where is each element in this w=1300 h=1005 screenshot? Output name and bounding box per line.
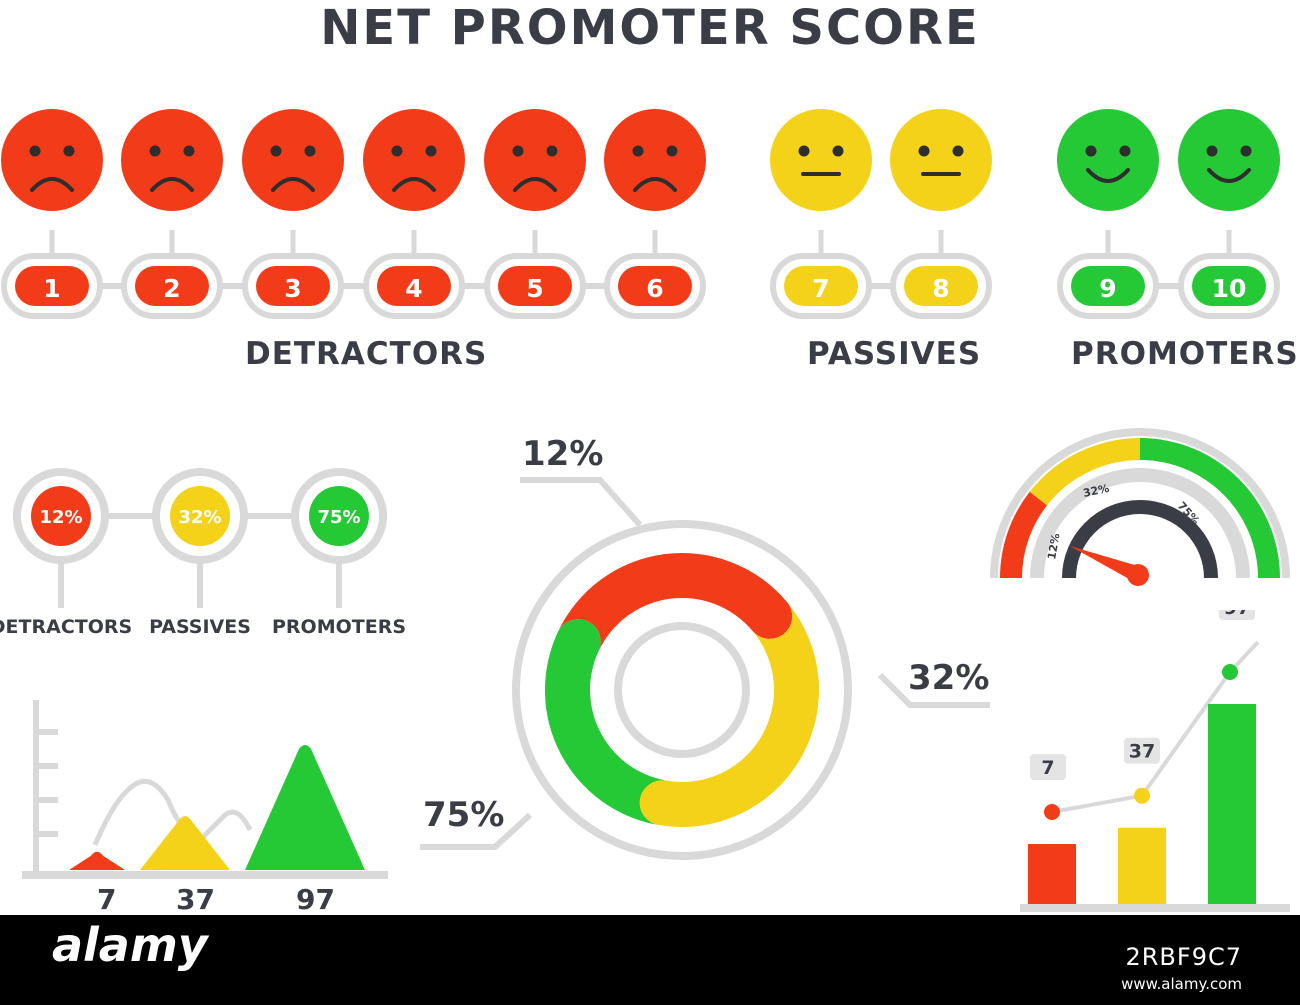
nps-scale: 1 2 3 4 5 6 7 8 9 10	[1, 109, 1280, 319]
score-5-label: 5	[526, 274, 543, 303]
mountain-peak-37	[140, 816, 230, 870]
promoters-label: PROMOTERS	[1071, 336, 1299, 372]
mountain-label-2: 37	[176, 883, 215, 916]
promoters-pct: 75%	[317, 507, 360, 528]
gauge-label-12: 12%	[1045, 532, 1062, 560]
donut-segment-detractors	[557, 553, 793, 652]
sad-face-icon	[1, 109, 103, 211]
bar-chart: 7 37 97	[1020, 610, 1290, 912]
bar-label-chip-97	[1219, 610, 1255, 620]
score-1-label: 1	[43, 274, 60, 303]
bar-label-chip-7	[1030, 754, 1066, 780]
footer-image-id: 2RBF9C7	[1125, 943, 1242, 971]
bar-7	[1028, 844, 1076, 904]
gauge-band-detractors	[1000, 491, 1048, 578]
bar-97	[1208, 704, 1256, 904]
footer-bar	[0, 915, 1300, 1005]
gauge-inner-ring	[1030, 468, 1250, 578]
gauge-needle	[1070, 546, 1138, 584]
donut-label-left: 75%	[423, 795, 505, 835]
score-9-label: 9	[1099, 274, 1116, 303]
bar-37	[1118, 827, 1166, 904]
score-2-label: 2	[163, 274, 180, 303]
gauge-band-promoters	[1140, 438, 1280, 578]
sad-face-icon	[121, 109, 223, 211]
score-7-label: 7	[812, 274, 829, 303]
mountain-peak-7	[69, 851, 125, 870]
detractors-pct: 12%	[39, 507, 82, 528]
score-1-badge: 1	[1, 253, 103, 319]
happy-face-icon	[1178, 109, 1280, 211]
score-10-label: 10	[1212, 274, 1247, 303]
gauge-pivot	[1127, 564, 1149, 586]
bar-data-label-7: 7	[1041, 757, 1054, 779]
bar-label-chip-37	[1124, 737, 1160, 764]
score-8-badge: 8	[890, 253, 992, 319]
happy-face-icon	[1057, 109, 1159, 211]
trend-point-37	[1134, 787, 1150, 804]
mountain-label-3: 97	[296, 883, 335, 916]
bar-data-label-37: 37	[1129, 741, 1155, 763]
percentage-circles: 12% 32% 75%	[13, 468, 387, 608]
score-3-badge: 3	[242, 253, 344, 319]
sad-face-icon	[484, 109, 586, 211]
mountain-chart	[22, 700, 388, 879]
sad-face-icon	[242, 109, 344, 211]
gauge-dial	[1062, 500, 1218, 578]
score-6-label: 6	[646, 274, 663, 303]
circle-label-promoters: PROMOTERS	[271, 616, 407, 638]
trend-point-7	[1044, 804, 1060, 820]
score-3-label: 3	[284, 274, 301, 303]
gauge-label-32: 32%	[1082, 482, 1110, 500]
score-6-badge: 6	[604, 253, 706, 319]
score-10-badge: 10	[1178, 253, 1280, 319]
bar-data-label-97: 97	[1224, 610, 1250, 619]
neutral-face-icon	[770, 109, 872, 211]
mountain-peak-97	[245, 745, 365, 870]
footer-url: www.alamy.com	[1121, 975, 1242, 993]
passives-label: PASSIVES	[807, 336, 982, 372]
donut-label-top: 12%	[522, 434, 604, 474]
footer-brand: alamy	[52, 918, 208, 972]
score-9-badge: 9	[1057, 253, 1159, 319]
donut-label-right: 32%	[908, 658, 990, 698]
sad-face-icon	[604, 109, 706, 211]
donut-segment-passives	[639, 601, 819, 827]
score-4-label: 4	[405, 274, 422, 303]
donut-segment-promoters-lower	[545, 677, 667, 825]
trend-line	[1051, 640, 1260, 814]
detractors-label: DETRACTORS	[245, 336, 488, 372]
score-4-badge: 4	[363, 253, 465, 319]
sad-face-icon	[363, 109, 465, 211]
circle-label-detractors: DETRACTORS	[0, 616, 133, 638]
score-7-badge: 7	[770, 253, 872, 319]
page-title: NET PROMOTER SCORE	[320, 0, 980, 56]
score-2-badge: 2	[121, 253, 223, 319]
score-5-badge: 5	[484, 253, 586, 319]
gauge-chart: 12% 32% 75%	[990, 428, 1290, 586]
trend-point-97	[1222, 664, 1238, 680]
passives-pct: 32%	[178, 507, 221, 528]
circle-label-passives: PASSIVES	[149, 616, 251, 638]
score-8-label: 8	[932, 274, 949, 303]
mountain-label-1: 7	[97, 883, 117, 916]
gauge-band-passives	[1029, 438, 1140, 506]
neutral-face-icon	[890, 109, 992, 211]
donut-chart	[420, 477, 990, 860]
